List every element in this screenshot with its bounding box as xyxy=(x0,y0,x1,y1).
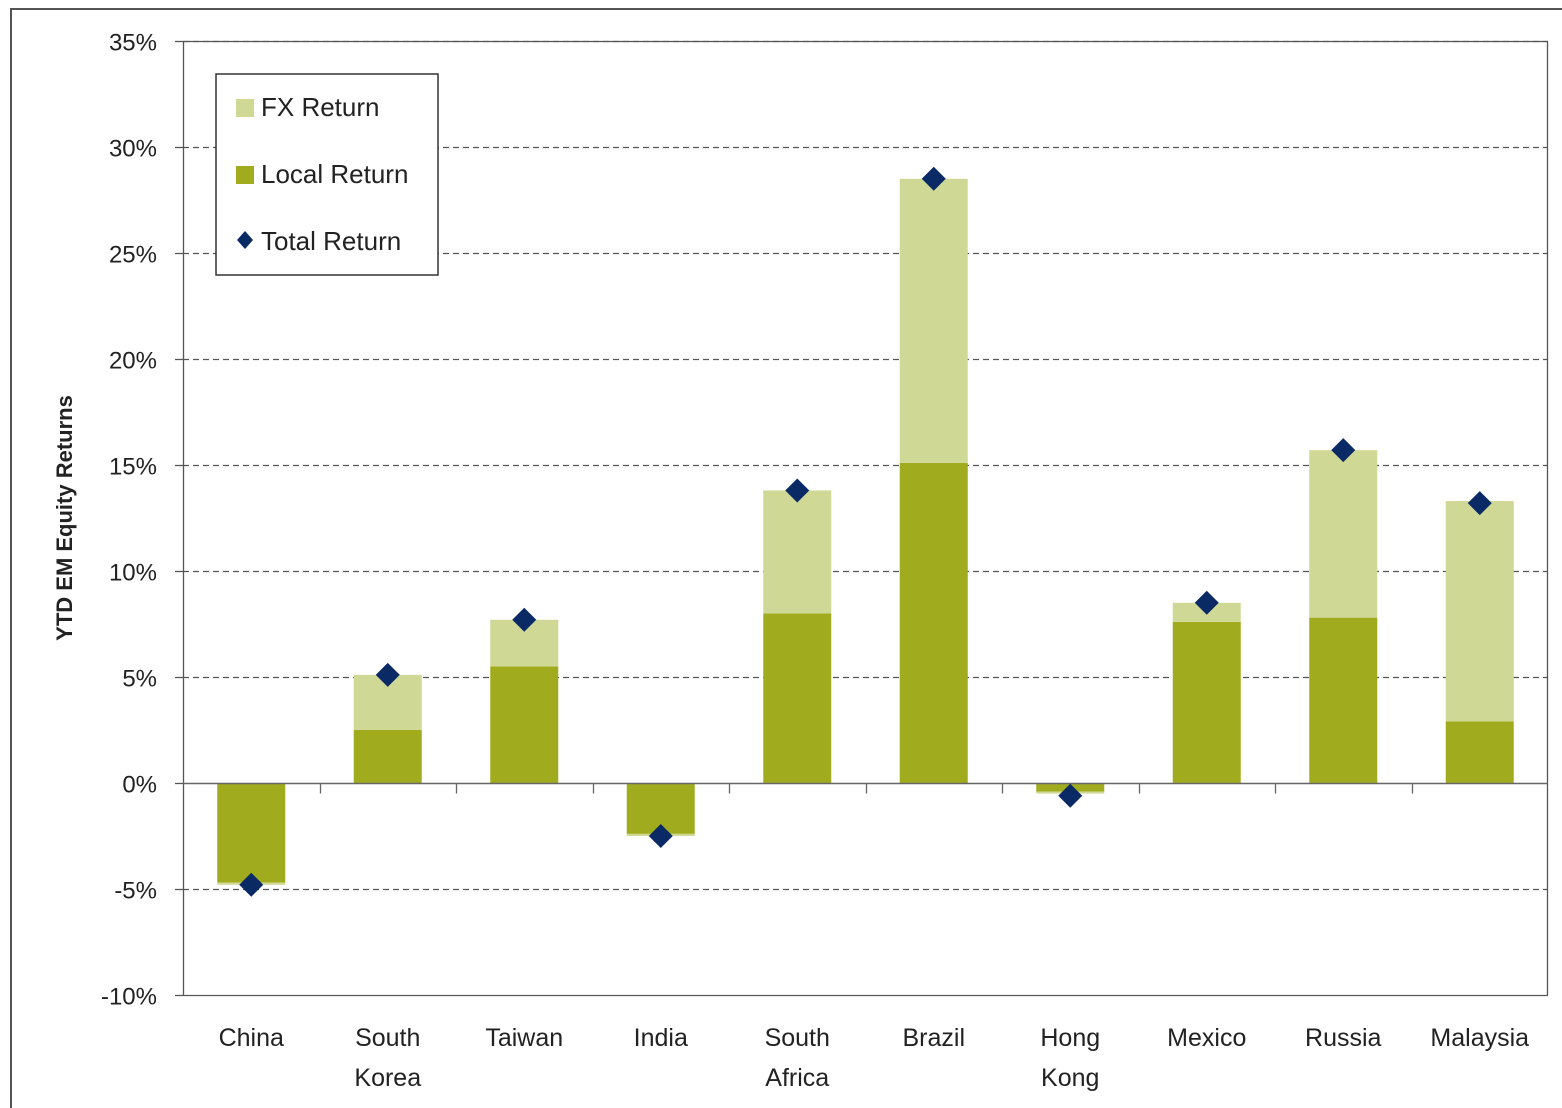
y-tick-label: 35% xyxy=(109,30,157,57)
legend-label-fx-return: FX Return xyxy=(261,92,380,122)
legend-swatch-local-return xyxy=(236,166,254,184)
bar-fx-return xyxy=(1445,501,1514,722)
y-tick-label: 20% xyxy=(109,348,157,375)
marker-total-return xyxy=(512,607,537,632)
bar-fx-return xyxy=(1309,450,1378,618)
marker-total-return xyxy=(1467,491,1492,516)
y-tick-label: 0% xyxy=(122,772,157,799)
x-tick-label: Hong xyxy=(1040,1024,1100,1052)
bar-local-return xyxy=(1172,621,1241,783)
marker-total-return xyxy=(1058,783,1083,808)
marker-total-return xyxy=(1331,438,1356,463)
legend-label-total-return: Total Return xyxy=(261,226,401,256)
x-tick-label: Russia xyxy=(1305,1024,1382,1052)
x-tick-label: Malaysia xyxy=(1430,1024,1529,1052)
x-tick-label: Kong xyxy=(1041,1064,1099,1092)
x-tick-label: Taiwan xyxy=(485,1024,563,1052)
bars xyxy=(217,178,1514,885)
bar-local-return xyxy=(1445,721,1514,783)
bar-fx-return xyxy=(899,178,968,463)
y-tick-label: 30% xyxy=(109,136,157,163)
legend-marker-total-return xyxy=(237,231,253,249)
marker-total-return xyxy=(1194,590,1219,615)
legend-label-local-return: Local Return xyxy=(261,159,408,189)
y-tick-label: -5% xyxy=(114,878,157,905)
y-axis-title: YTD EM Equity Returns xyxy=(52,395,77,641)
x-tick-label: Brazil xyxy=(902,1024,965,1052)
marker-total-return xyxy=(921,166,946,191)
chart-frame xyxy=(10,8,1562,1108)
legend: FX Return Local Return Total Return xyxy=(215,73,439,276)
marker-total-return xyxy=(239,872,264,897)
bar-local-return xyxy=(899,462,968,783)
bar-local-return xyxy=(1309,617,1378,783)
marker-total-return xyxy=(785,478,810,503)
marker-total-return xyxy=(375,662,400,687)
bar-fx-return xyxy=(763,490,832,614)
y-tick-label: 15% xyxy=(109,454,157,481)
axes xyxy=(175,40,1549,997)
tick-labels: 35% 30% 25% 20% 15% 10% 5% 0% -5% -10% China South K… xyxy=(101,30,1529,1093)
bar-local-return xyxy=(763,613,832,783)
marker-total-return xyxy=(648,824,673,848)
bar-local-return xyxy=(490,666,559,783)
x-tick-label: China xyxy=(219,1024,284,1052)
x-tick-label: South xyxy=(765,1024,830,1052)
y-tick-label: 5% xyxy=(122,666,157,693)
bar-local-return xyxy=(353,730,422,783)
x-tick-label: Korea xyxy=(354,1064,421,1092)
y-tick-label: -10% xyxy=(101,984,157,1011)
bar-local-return xyxy=(217,783,286,883)
x-tick-label: Mexico xyxy=(1167,1024,1246,1052)
x-tick-label: Africa xyxy=(765,1064,829,1092)
x-tick-label: South xyxy=(355,1024,420,1052)
legend-swatch-fx-return xyxy=(236,99,254,117)
x-tick-label: India xyxy=(634,1024,688,1052)
y-tick-label: 10% xyxy=(109,560,157,587)
total-return-markers xyxy=(239,166,1492,897)
y-tick-label: 25% xyxy=(109,242,157,269)
